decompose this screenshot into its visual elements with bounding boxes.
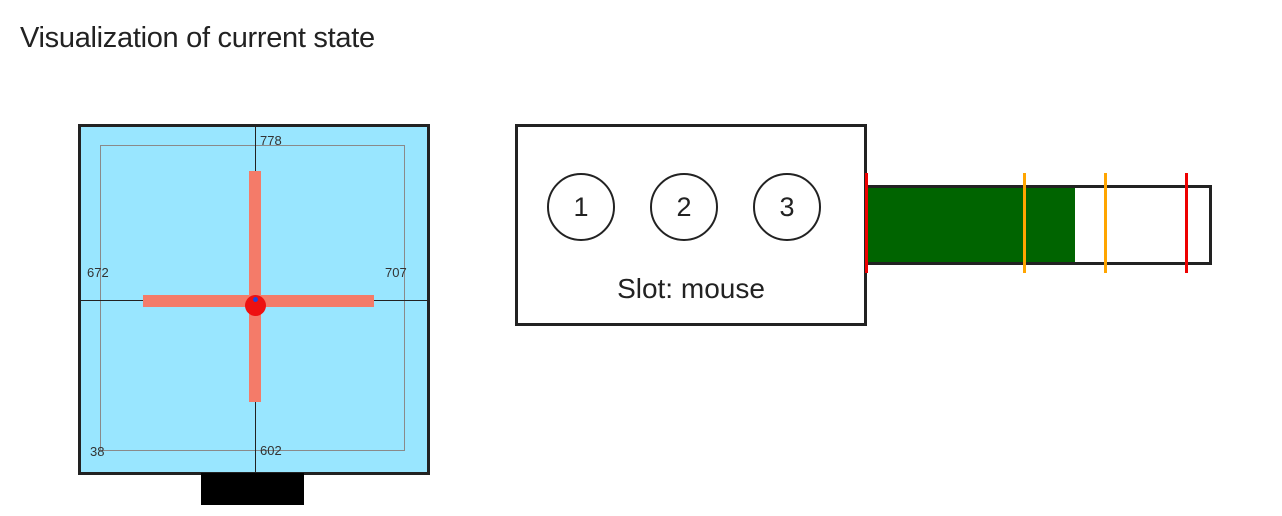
page-title: Visualization of current state — [20, 22, 375, 54]
crosshair-vertical-bar — [249, 171, 261, 402]
slot-1-button[interactable]: 1 — [547, 173, 615, 241]
level-gauge — [866, 185, 1212, 265]
position-panel: 778 672 707 602 38 — [78, 124, 430, 475]
slot-caption: Slot: mouse — [518, 273, 864, 305]
slot-caption-prefix: Slot: — [617, 273, 674, 304]
slot-2-button[interactable]: 2 — [650, 173, 718, 241]
level-gauge-fill — [866, 188, 1075, 262]
cursor-center-dot — [253, 297, 258, 302]
bound-label-top: 778 — [260, 133, 282, 148]
slot-caption-value: mouse — [680, 273, 765, 304]
slot-panel: 1 2 3 Slot: mouse — [515, 124, 867, 326]
inner-bounds-frame — [100, 145, 405, 451]
bound-label-corner: 38 — [90, 444, 105, 459]
slot-3-button[interactable]: 3 — [753, 173, 821, 241]
gauge-marker-orange-high — [1104, 173, 1107, 273]
bound-label-right: 707 — [385, 265, 407, 280]
cursor-position-dot — [245, 295, 266, 316]
gauge-marker-red-end — [1185, 173, 1188, 273]
bound-label-left: 672 — [87, 265, 109, 280]
gauge-marker-red-start — [865, 173, 868, 273]
gauge-marker-orange-low — [1023, 173, 1026, 273]
bound-label-bottom: 602 — [260, 443, 282, 458]
base-block — [201, 473, 304, 505]
